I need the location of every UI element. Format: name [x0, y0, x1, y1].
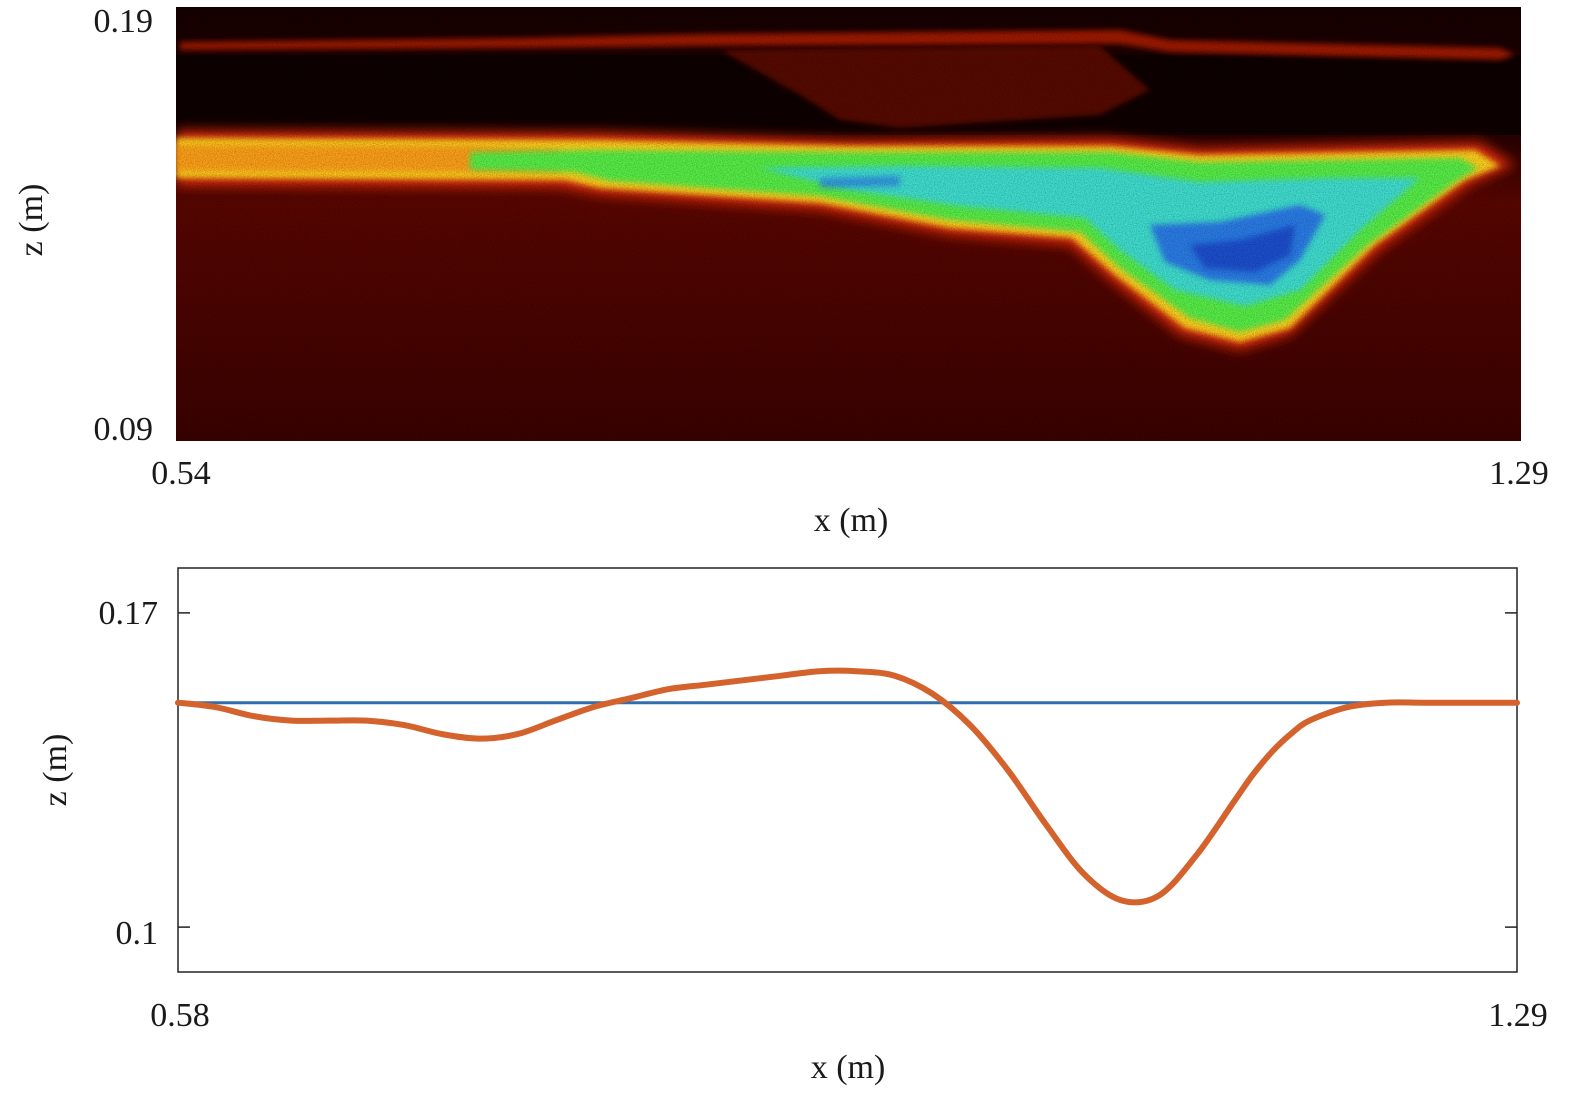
line-panel: [175, 567, 1520, 973]
bottom-x-axis-label: x (m): [811, 1049, 886, 1086]
bottom-x-tick-label-min: 0.58: [150, 997, 210, 1034]
line-series-group: [175, 667, 1520, 906]
bottom-x-tick-label-max: 1.29: [1488, 997, 1548, 1034]
y-ticks: [178, 612, 1517, 928]
heatmap-grain: [176, 7, 1521, 441]
top-x-axis-label: x (m): [814, 502, 889, 539]
top-x-tick-label-min: 0.54: [151, 455, 211, 492]
heatmap-panel: [176, 7, 1521, 441]
bottom-y-tick-label-lower: 0.1: [116, 915, 159, 952]
bottom-y-axis-label: z (m): [37, 734, 74, 807]
top-x-tick-label-max: 1.29: [1489, 455, 1549, 492]
top-y-axis-label: z (m): [13, 184, 50, 257]
series-line-orange: [175, 667, 1520, 906]
heatmap-image: [176, 7, 1521, 441]
bottom-y-tick-label-upper: 0.17: [99, 595, 159, 632]
plot-frame: [177, 567, 1518, 973]
top-y-tick-label-min: 0.09: [94, 411, 154, 448]
top-y-tick-label-max: 0.19: [94, 3, 154, 40]
